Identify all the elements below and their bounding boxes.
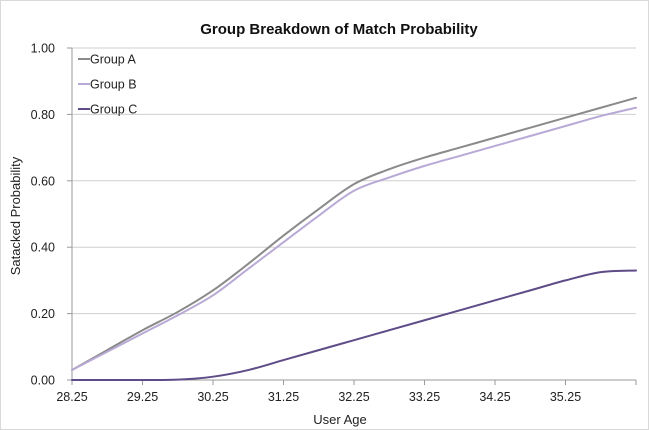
x-tick-label: 33.25: [409, 390, 440, 404]
legend-item-group-a: Group A: [78, 53, 137, 67]
y-tick-label: 1.00: [31, 42, 55, 56]
chart-title: Group Breakdown of Match Probability: [200, 21, 478, 38]
legend-item-group-b: Group B: [78, 78, 137, 92]
x-tick-label: 35.25: [550, 390, 581, 404]
x-tick-label: 30.25: [197, 390, 228, 404]
legend: Group A Group B Group C: [78, 53, 137, 117]
axis-layer: 0.00 0.20 0.40 0.60 0.80 1.00 28.25 29.25 30.25 3…: [31, 42, 637, 404]
series-layer: [71, 96, 637, 382]
y-tick-label: 0.80: [31, 108, 55, 122]
series-line-group-b: [71, 106, 637, 372]
legend-label: Group C: [90, 103, 137, 117]
series-line-group-a: [71, 96, 637, 372]
x-tick-label: 31.25: [268, 390, 299, 404]
grid-layer: [72, 47, 636, 315]
x-tick-label: 34.25: [479, 390, 510, 404]
y-tick-label: 0.00: [31, 374, 55, 388]
y-axis-label: Satacked Probability: [8, 156, 23, 275]
x-axis-label: User Age: [313, 412, 366, 427]
y-tick-label: 0.60: [31, 174, 55, 188]
y-tick-label: 0.40: [31, 241, 55, 255]
series-line-group-c: [71, 269, 637, 382]
x-tick-label: 28.25: [56, 390, 87, 404]
legend-item-group-c: Group C: [78, 103, 137, 117]
y-tick-label: 0.20: [31, 307, 55, 321]
legend-label: Group B: [90, 78, 137, 92]
x-tick-label: 29.25: [127, 390, 158, 404]
legend-label: Group A: [90, 53, 137, 67]
x-tick-label: 32.25: [338, 390, 369, 404]
